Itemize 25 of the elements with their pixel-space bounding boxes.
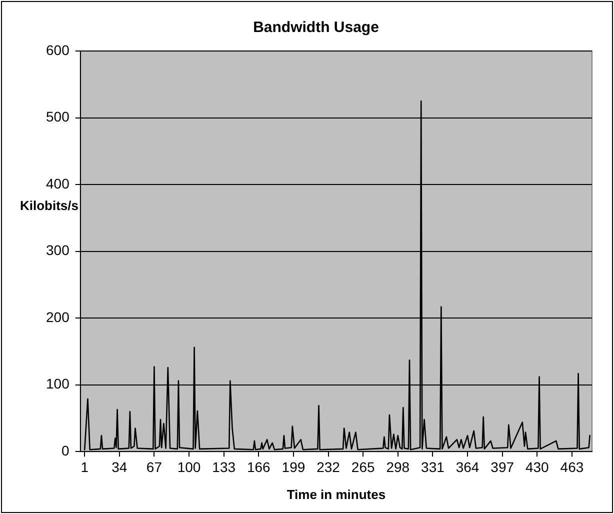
x-tick-label: 199 [282,458,306,475]
y-tick-label: 300 [46,242,70,258]
x-tick-label: 397 [490,458,514,475]
y-tick-label: 100 [46,376,70,392]
x-tick-label: 463 [560,458,584,475]
x-tick-label: 265 [351,458,375,475]
x-tick-label: 232 [316,458,340,475]
x-tick-label: 100 [177,458,201,475]
x-axis-title: Time in minutes [286,486,386,502]
x-tick-label: 1 [80,458,89,475]
y-axis-title: Kilobits/s [20,198,79,214]
x-tick-label: 166 [246,458,271,475]
x-tick-label: 34 [112,458,128,475]
x-tick-label: 430 [525,458,550,475]
x-tick-label: 67 [146,458,162,475]
y-tick-label: 500 [46,108,70,125]
x-tick-label: 133 [212,458,236,475]
x-tick-label: 298 [386,458,410,475]
y-tick-label: 400 [46,175,70,192]
y-tick-label: 200 [46,308,70,325]
y-tick-label: 0 [62,442,70,458]
chart-title: Bandwidth Usage [253,19,379,36]
x-tick-label: 364 [456,458,480,475]
x-tick-label: 331 [421,458,445,475]
y-tick-label: 600 [46,42,70,58]
